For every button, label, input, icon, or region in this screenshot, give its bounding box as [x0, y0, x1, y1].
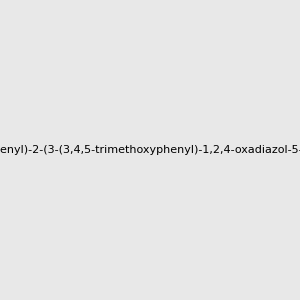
Text: N-(4-ethoxyphenyl)-2-(3-(3,4,5-trimethoxyphenyl)-1,2,4-oxadiazol-5-yl)benzamide: N-(4-ethoxyphenyl)-2-(3-(3,4,5-trimethox…	[0, 145, 300, 155]
